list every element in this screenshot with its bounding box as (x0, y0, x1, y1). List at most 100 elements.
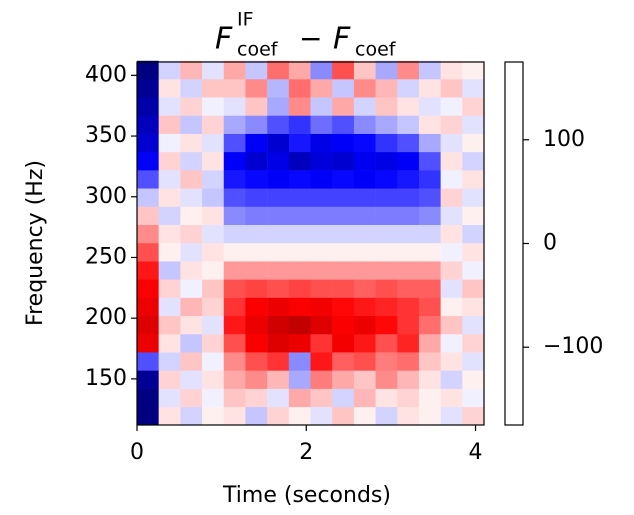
heatmap-cell (375, 60, 398, 80)
heatmap-cell (440, 297, 463, 317)
heatmap-cell (418, 188, 441, 207)
heatmap-cell (288, 406, 311, 426)
heatmap-cell (397, 315, 420, 335)
heatmap-cell (397, 206, 420, 225)
heatmap-cell (267, 406, 290, 426)
heatmap-cell (267, 60, 290, 80)
heatmap-cell (267, 242, 290, 262)
heatmap-cell (180, 352, 203, 371)
heatmap-cell (310, 188, 333, 207)
heatmap-cell (332, 388, 355, 408)
heatmap-cell (440, 97, 463, 116)
y-axis-label: Frequency (Hz) (23, 160, 48, 326)
heatmap-cell (245, 297, 268, 317)
heatmap-cell (332, 370, 355, 389)
heatmap-cell (418, 151, 441, 171)
heatmap-cell (440, 352, 463, 371)
heatmap-cell (137, 151, 159, 171)
heatmap-cell (202, 352, 225, 371)
heatmap-cell (158, 406, 181, 426)
heatmap-cell (137, 261, 159, 280)
heatmap-cell (375, 133, 398, 153)
heatmap-cell (397, 151, 420, 171)
heatmap-cell (332, 352, 355, 371)
heatmap-cell (375, 97, 398, 116)
heatmap-cell (137, 297, 159, 317)
heatmap-cell (245, 224, 268, 244)
heatmap-cell (440, 133, 463, 153)
heatmap-cell (288, 297, 311, 317)
heatmap-cell (310, 224, 333, 244)
heatmap-cell (288, 78, 311, 98)
heatmap-cell (180, 188, 203, 207)
heatmap-cell (353, 406, 376, 426)
heatmap-cell (375, 352, 398, 371)
heatmap-cell (267, 78, 290, 98)
heatmap-cell (202, 333, 225, 353)
heatmap-cell (353, 206, 376, 225)
heatmap-cell (310, 60, 333, 80)
heatmap-cell (245, 170, 268, 189)
heatmap-cell (267, 352, 290, 371)
heatmap-cell (353, 352, 376, 371)
heatmap-cell (137, 352, 159, 371)
title-symbol: F (333, 22, 351, 57)
heatmap-cell (375, 115, 398, 134)
heatmap-cell (158, 388, 181, 408)
heatmap-cell (310, 406, 333, 426)
heatmap-cell (375, 242, 398, 262)
title-subscript: coef (237, 39, 279, 61)
heatmap-cell (310, 133, 333, 153)
heatmap-cell (202, 242, 225, 262)
heatmap-cell (245, 115, 268, 134)
heatmap-cell (245, 388, 268, 408)
heatmap-cell (397, 388, 420, 408)
heatmap-cell (462, 115, 485, 134)
heatmap-cell (440, 206, 463, 225)
x-tick-label: 0 (130, 440, 144, 465)
heatmap-cell (202, 315, 225, 335)
heatmap-cell (375, 315, 398, 335)
heatmap-cell (158, 78, 181, 98)
heatmap-cell (245, 188, 268, 207)
heatmap-cell (267, 261, 290, 280)
heatmap-cell (223, 406, 246, 426)
y-tick-label: 350 (85, 123, 127, 148)
heatmap-cell (223, 242, 246, 262)
heatmap-cell (158, 352, 181, 371)
heatmap-cell (397, 352, 420, 371)
heatmap-cell (245, 60, 268, 80)
heatmap-cell (462, 206, 485, 225)
heatmap-cell (310, 151, 333, 171)
heatmap-cell (440, 78, 463, 98)
heatmap-cell (462, 333, 485, 353)
heatmap-cell (267, 97, 290, 116)
heatmap-cell (180, 78, 203, 98)
heatmap-cell (180, 279, 203, 298)
heatmap-cell (418, 224, 441, 244)
heatmap-cell (310, 170, 333, 189)
heatmap-cell (288, 370, 311, 389)
heatmap-cell (267, 188, 290, 207)
heatmap-cell (353, 297, 376, 317)
heatmap-cell (462, 170, 485, 189)
heatmap-cell (158, 133, 181, 153)
heatmap-cell (137, 97, 159, 116)
heatmap-cell (137, 115, 159, 134)
heatmap-cell (462, 224, 485, 244)
heatmap-cell (245, 151, 268, 171)
heatmap-cell (288, 206, 311, 225)
heatmap-cell (462, 297, 485, 317)
heatmap-cell (375, 188, 398, 207)
heatmap-cell (462, 188, 485, 207)
heatmap-cell (202, 115, 225, 134)
heatmap-cell (202, 261, 225, 280)
heatmap-cell (332, 60, 355, 80)
heatmap-cell (375, 78, 398, 98)
heatmap-cell (202, 133, 225, 153)
heatmap-cell (288, 151, 311, 171)
heatmap-cell (397, 133, 420, 153)
heatmap-cell (223, 297, 246, 317)
heatmap-cell (137, 170, 159, 189)
